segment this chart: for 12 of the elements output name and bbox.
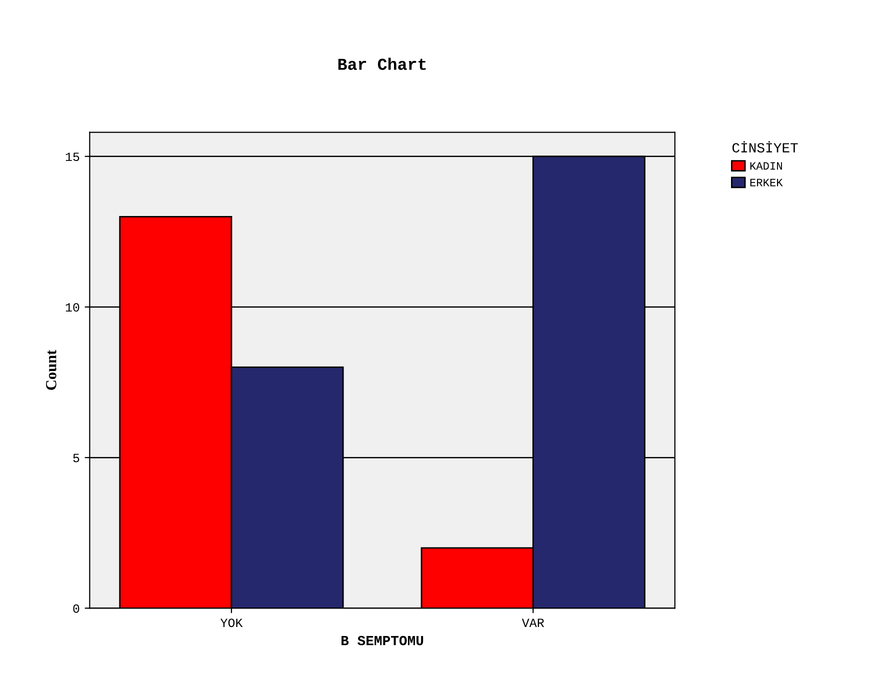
chart-title: Bar Chart xyxy=(338,58,426,70)
y-tick-label: 10 xyxy=(66,303,80,312)
legend-label: KADIN xyxy=(750,162,782,170)
x-axis-title: B SEMPTOMU xyxy=(342,636,424,646)
x-tick-label: VAR xyxy=(522,618,544,627)
y-tick-label: 0 xyxy=(73,604,80,613)
legend-label: ERKEK xyxy=(750,178,783,186)
y-tick-label: 5 xyxy=(73,454,80,462)
y-tick-label: 15 xyxy=(66,152,80,162)
x-tick-label: YOK xyxy=(220,618,243,628)
y-axis-title: Count xyxy=(46,350,56,390)
legend-title: CİNSİYET xyxy=(732,141,798,152)
